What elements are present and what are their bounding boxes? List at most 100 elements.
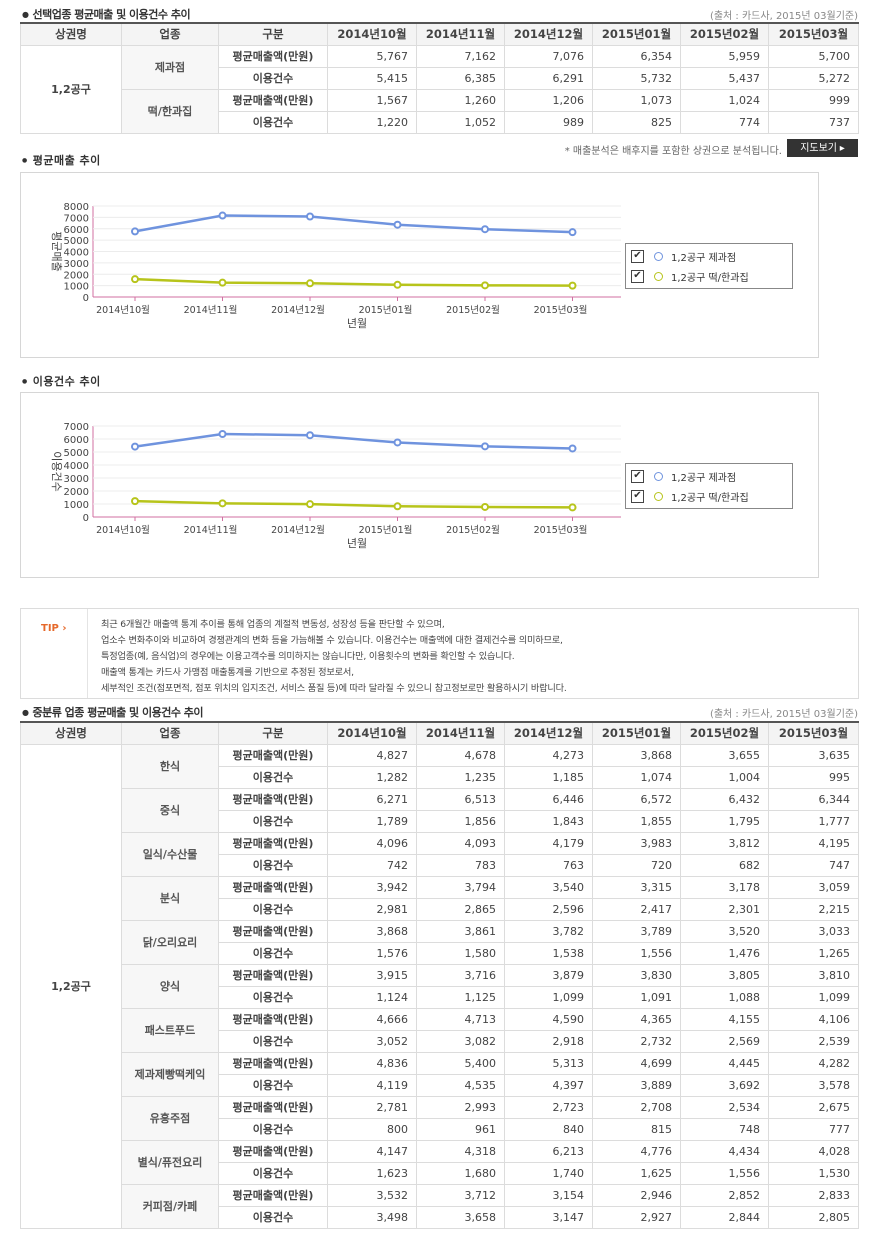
data-point[interactable] [481,502,489,511]
legend-item-bakery[interactable]: ✔ 1,2공구 제과점 [631,469,736,485]
data-point[interactable] [218,211,227,220]
data-point[interactable] [568,444,577,453]
column-header: 2014년12월 [504,721,593,745]
value-cell: 3,782 [504,920,593,943]
data-point[interactable] [306,279,314,288]
metric-cell: 이용건수 [218,854,328,877]
value-cell: 1,843 [504,810,593,833]
data-point[interactable] [568,503,577,512]
column-header: 업종 [121,22,219,46]
value-cell: 2,417 [592,898,681,921]
column-header: 2014년10월 [327,721,417,745]
value-cell: 1,740 [504,1162,593,1185]
data-point[interactable] [218,499,227,508]
industry-cell: 닭/오리요리 [121,920,219,965]
value-cell: 2,865 [416,898,505,921]
section1-title: 선택업종 평균매출 및 이용건수 추이 [22,6,190,22]
data-point[interactable] [393,502,402,511]
value-cell: 1,088 [680,986,769,1009]
table-row: 별식/퓨전요리 평균매출액(만원) 4,147 4,318 6,213 4,776 4,43… [21,1140,859,1185]
data-point[interactable] [481,281,489,290]
value-cell: 748 [680,1118,769,1141]
checkbox-checked-icon[interactable]: ✔ [631,270,644,283]
column-header: 구분 [218,22,328,46]
value-cell: 3,540 [504,876,593,899]
value-cell: 4,827 [327,744,417,767]
data-point[interactable] [393,280,402,289]
data-point[interactable] [131,497,139,506]
data-point[interactable] [481,442,489,451]
value-cell: 2,723 [504,1096,593,1119]
data-point[interactable] [131,227,139,236]
y-tick-label: 0 [83,293,89,304]
section2-source: (출처 : 카드사, 2015년 03월기준) [709,709,858,720]
data-point[interactable] [218,278,227,287]
data-point[interactable] [568,281,577,290]
data-point[interactable] [306,431,314,440]
checkbox-checked-icon[interactable]: ✔ [631,250,644,263]
value-cell: 3,052 [327,1030,417,1053]
table-row: 유흥주점 평균매출액(만원) 2,781 2,993 2,723 2,708 2,534 2,… [21,1096,859,1141]
table-row: 이용건수 742 783 763 720 682 747 [21,854,859,877]
x-axis-title: 년월 [347,317,367,330]
legend-label: 1,2공구 떡/한과집 [671,493,749,504]
value-cell: 1,024 [680,89,769,112]
data-point[interactable] [481,225,489,234]
metric-cell: 평균매출액(만원) [218,1140,328,1163]
data-point[interactable] [131,275,139,284]
data-point[interactable] [131,442,139,451]
tip-box: TIP 최근 6개월간 매출액 통계 추이를 통해 업종의 계절적 변동성, 성… [20,608,859,699]
data-point[interactable] [218,429,227,438]
value-cell: 3,716 [416,964,505,987]
value-cell: 747 [768,854,859,877]
map-view-button[interactable]: 지도보기 ▸ [787,139,858,157]
value-cell: 5,400 [416,1052,505,1075]
legend-label: 1,2공구 떡/한과집 [671,273,749,284]
metric-cell: 평균매출액(만원) [218,832,328,855]
y-axis-title: 평균매출 [50,231,63,271]
value-cell: 995 [768,766,859,789]
value-cell: 737 [768,111,859,134]
value-cell: 6,446 [504,788,593,811]
value-cell: 3,812 [680,832,769,855]
value-cell: 3,810 [768,964,859,987]
legend-item-ricecake[interactable]: ✔ 1,2공구 떡/한과집 [631,489,749,505]
column-header: 2014년10월 [327,22,417,46]
checkbox-checked-icon[interactable]: ✔ [631,490,644,503]
metric-cell: 평균매출액(만원) [218,964,328,987]
value-cell: 2,833 [768,1184,859,1207]
value-cell: 989 [504,111,593,134]
data-point[interactable] [306,212,314,221]
y-tick-label: 4000 [64,461,89,472]
value-cell: 4,318 [416,1140,505,1163]
value-cell: 4,445 [680,1052,769,1075]
value-cell: 4,699 [592,1052,681,1075]
metric-cell: 이용건수 [218,67,328,90]
value-cell: 1,777 [768,810,859,833]
data-point[interactable] [393,220,402,229]
value-cell: 7,076 [504,45,593,68]
circle-marker-icon [654,252,663,261]
data-point[interactable] [393,438,402,447]
series-line [134,214,573,234]
value-cell: 3,059 [768,876,859,899]
legend-item-ricecake[interactable]: ✔ 1,2공구 떡/한과집 [631,269,749,285]
value-cell: 2,215 [768,898,859,921]
table-row: 이용건수 1,789 1,856 1,843 1,855 1,795 1,777 [21,810,859,833]
value-cell: 2,927 [592,1206,681,1229]
checkbox-checked-icon[interactable]: ✔ [631,470,644,483]
data-point[interactable] [306,500,314,509]
data-point[interactable] [568,228,577,237]
value-cell: 1,099 [768,986,859,1009]
tip-line: 세부적인 조건(점포면적, 점포 위치의 입지조건, 서비스 품질 등)에 따라… [101,683,567,694]
value-cell: 2,732 [592,1030,681,1053]
legend-item-bakery[interactable]: ✔ 1,2공구 제과점 [631,249,736,265]
y-tick-label: 5000 [64,448,89,459]
value-cell: 4,282 [768,1052,859,1075]
x-axis-title: 년월 [347,537,367,550]
metric-cell: 평균매출액(만원) [218,1184,328,1207]
x-tick-label: 2014년12월 [271,304,325,316]
value-cell: 1,235 [416,766,505,789]
metric-cell: 이용건수 [218,810,328,833]
x-tick-label: 2014년11월 [184,304,238,316]
